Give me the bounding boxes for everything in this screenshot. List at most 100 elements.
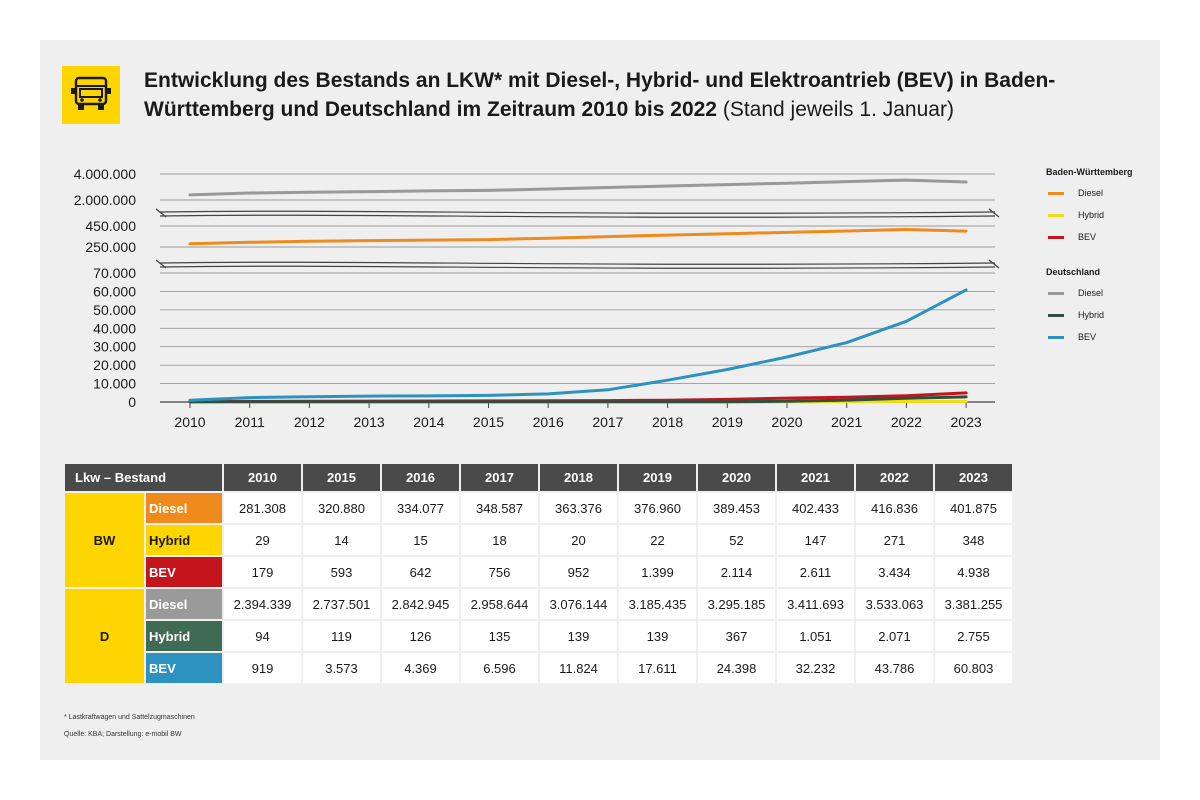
legend-label: Diesel bbox=[1078, 188, 1104, 198]
table-cell: 281.308 bbox=[224, 493, 301, 523]
table-cell: 348.587 bbox=[461, 493, 538, 523]
table-row: D Diesel 2.394.339 2.737.501 2.842.945 2.958.… bbox=[65, 589, 1012, 683]
title-sub: (Stand jeweils 1. Januar) bbox=[722, 98, 954, 121]
table-cell: 3.573 bbox=[303, 653, 380, 683]
table-cell: 416.836 bbox=[856, 493, 933, 523]
table-cell: 6.596 bbox=[461, 653, 538, 683]
table-cell: 363.376 bbox=[540, 493, 617, 523]
axis-break-line bbox=[159, 261, 996, 265]
table-cell: 2.958.644 bbox=[461, 589, 538, 619]
truck-logo bbox=[62, 66, 120, 124]
series-line-d-hybrid bbox=[188, 395, 968, 404]
table-cell: 401.875 bbox=[935, 493, 1012, 523]
table-cell: 11.824 bbox=[540, 653, 617, 683]
y-tick-label: 250.000 bbox=[85, 239, 136, 255]
table-cell: 60.803 bbox=[935, 653, 1012, 683]
table-cell: 593 bbox=[303, 557, 380, 587]
table-cell: 2.611 bbox=[777, 557, 854, 587]
drive-type-label: BEV bbox=[146, 653, 222, 683]
y-tick-label: 60.000 bbox=[93, 283, 136, 299]
series-line-bw-diesel bbox=[188, 228, 968, 246]
chart-series bbox=[188, 178, 968, 404]
table-cell: 1.399 bbox=[619, 557, 696, 587]
y-tick-label: 20.000 bbox=[93, 357, 136, 373]
table-cell: 17.611 bbox=[619, 653, 696, 683]
table-cell: 642 bbox=[382, 557, 459, 587]
table-cell: 139 bbox=[619, 621, 696, 651]
x-tick-label: 2023 bbox=[951, 414, 982, 430]
drive-type-label: Diesel bbox=[146, 493, 222, 523]
table-corner-header: Lkw – Bestand bbox=[65, 464, 222, 491]
legend-label: BEV bbox=[1078, 332, 1097, 342]
drive-type-label: Hybrid bbox=[146, 525, 222, 555]
table-cell: 320.880 bbox=[303, 493, 380, 523]
source-note: Quelle: KBA; Darstellung: e-mobil BW bbox=[64, 731, 182, 738]
table-cell: 15 bbox=[382, 525, 459, 555]
table-cell: 94 bbox=[224, 621, 301, 651]
x-axis-labels: 2010 2011 2012 2013 2014 2015 2016 2017 2018 2019… bbox=[174, 414, 981, 430]
table-cell: 389.453 bbox=[698, 493, 775, 523]
year-header: 2015 bbox=[303, 464, 380, 491]
table-cell: 43.786 bbox=[856, 653, 933, 683]
table-cell: 2.842.945 bbox=[382, 589, 459, 619]
table-cell: 2.114 bbox=[698, 557, 775, 587]
table-cell: 135 bbox=[461, 621, 538, 651]
year-header: 2018 bbox=[540, 464, 617, 491]
table-cell: 4.938 bbox=[935, 557, 1012, 587]
table-cell: 402.433 bbox=[777, 493, 854, 523]
table-cell: 3.381.255 bbox=[935, 589, 1012, 619]
footnote: * Lastkraftwagen und Sattelzugmaschinen bbox=[64, 714, 195, 721]
x-tick-label: 2012 bbox=[294, 414, 325, 430]
region-label: BW bbox=[65, 493, 145, 587]
table-cell: 52 bbox=[698, 525, 775, 555]
year-header: 2019 bbox=[619, 464, 696, 491]
table-row: BEV 179 593 642 756 952 1.399 2.114 2.611 3.434 4.… bbox=[65, 557, 1012, 587]
table-cell: 2.071 bbox=[856, 621, 933, 651]
table-cell: 919 bbox=[224, 653, 301, 683]
year-header: 2023 bbox=[935, 464, 1012, 491]
x-tick-label: 2017 bbox=[592, 414, 623, 430]
x-tick-label: 2016 bbox=[533, 414, 564, 430]
table-cell: 756 bbox=[461, 557, 538, 587]
table-cell: 3.411.693 bbox=[777, 589, 854, 619]
truck-icon bbox=[71, 76, 111, 110]
table-cell: 32.232 bbox=[777, 653, 854, 683]
series-line-d-bev bbox=[188, 288, 968, 402]
title-main: Entwicklung des Bestands an LKW* mit Die… bbox=[144, 69, 1056, 121]
table-cell: 348 bbox=[935, 525, 1012, 555]
drive-type-label: Diesel bbox=[146, 589, 222, 619]
table-cell: 376.960 bbox=[619, 493, 696, 523]
legend-group-title: Baden-Württemberg bbox=[1046, 167, 1133, 177]
table-cell: 24.398 bbox=[698, 653, 775, 683]
legend-item: BEV bbox=[1048, 231, 1096, 243]
table-header-row: Lkw – Bestand 2010 2015 2016 2017 2018 2019 202… bbox=[65, 464, 1012, 491]
table-row: Hybrid 29 14 15 18 20 22 52 147 271 348 bbox=[65, 525, 1012, 555]
table-cell: 147 bbox=[777, 525, 854, 555]
x-tick-label: 2010 bbox=[174, 414, 205, 430]
legend-label: Hybrid bbox=[1078, 210, 1105, 220]
x-tick-label: 2014 bbox=[413, 414, 444, 430]
table-row: BEV 919 3.573 4.369 6.596 11.824 17.611 24.398 3… bbox=[65, 653, 1012, 683]
table-cell: 139 bbox=[540, 621, 617, 651]
legend-item: Hybrid bbox=[1048, 209, 1104, 221]
table-cell: 1.051 bbox=[777, 621, 854, 651]
x-tick-label: 2015 bbox=[473, 414, 504, 430]
table-cell: 22 bbox=[619, 525, 696, 555]
y-tick-label: 0 bbox=[128, 394, 136, 410]
table-row: Hybrid 94 119 126 135 139 139 367 1.051 2.071 2.75… bbox=[65, 621, 1012, 651]
table-cell: 3.185.435 bbox=[619, 589, 696, 619]
year-header: 2016 bbox=[382, 464, 459, 491]
year-header: 2022 bbox=[856, 464, 933, 491]
axis-break-mark bbox=[988, 259, 1000, 269]
y-tick-label: 450.000 bbox=[85, 218, 136, 234]
legend-swatch bbox=[1048, 235, 1064, 239]
drive-type-label: BEV bbox=[146, 557, 222, 587]
legend-label: Diesel bbox=[1078, 288, 1104, 298]
table-cell: 119 bbox=[303, 621, 380, 651]
legend-label: Hybrid bbox=[1078, 310, 1105, 320]
legend-swatch bbox=[1048, 213, 1064, 217]
year-header: 2021 bbox=[777, 464, 854, 491]
chart-grid bbox=[155, 173, 1000, 408]
table-cell: 126 bbox=[382, 621, 459, 651]
